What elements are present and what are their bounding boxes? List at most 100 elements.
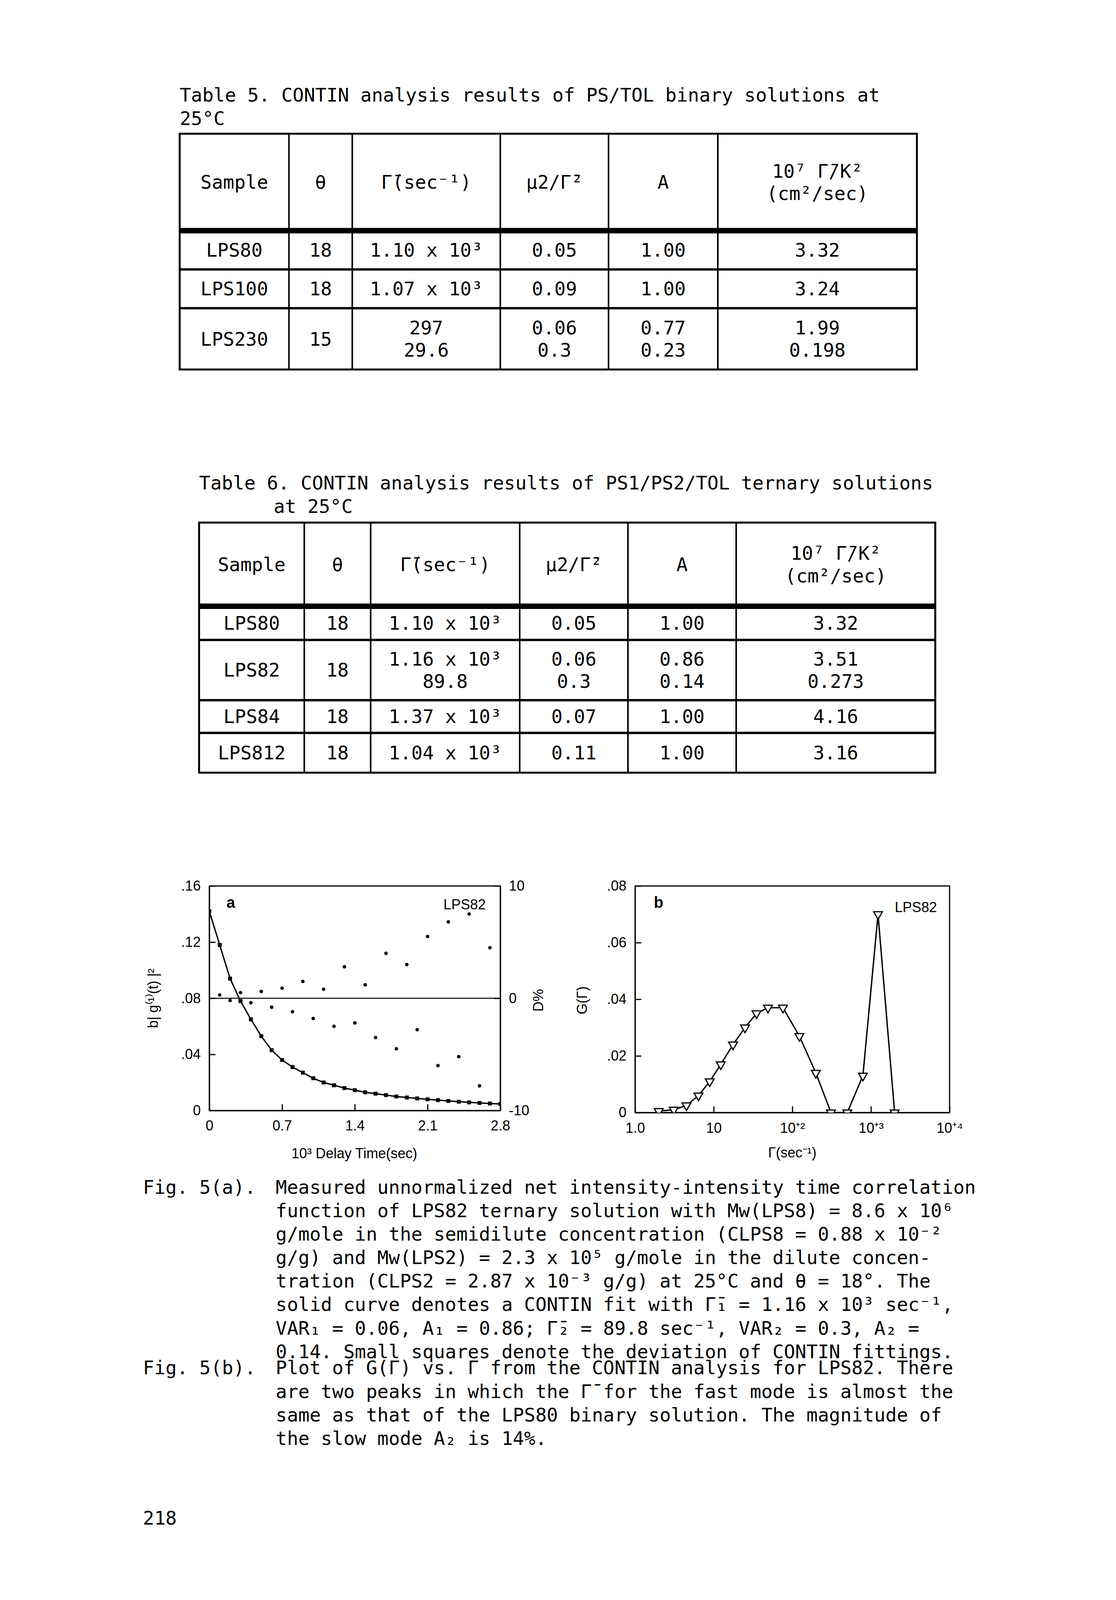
tick: 10⁺³: [858, 1106, 884, 1137]
table-cell: 1.00: [659, 612, 705, 635]
table-header-cell: Sample: [217, 553, 286, 576]
table-cell: 0.86: [659, 648, 705, 671]
panel-label: b: [653, 894, 664, 912]
caption-line: tration (CLPS2 = 2.87 x 10⁻³ g/g) at 25°…: [275, 1270, 931, 1293]
data-point: [321, 1080, 326, 1085]
data-line: [209, 911, 501, 1105]
data-point: [280, 986, 284, 991]
caption-line: Measured unnormalized net intensity-inte…: [275, 1176, 977, 1199]
tick-mark: [634, 942, 642, 944]
data-point: [248, 1017, 253, 1022]
tick-label: .08: [606, 878, 627, 895]
data-point: [498, 1102, 501, 1107]
plot-area: [654, 912, 900, 1113]
tick-mark: [209, 942, 216, 944]
data-point: [752, 1011, 762, 1020]
tick-label: 10⁺⁴: [936, 1120, 964, 1137]
data-point: [669, 1107, 679, 1113]
table-frame: [199, 522, 936, 773]
tick: 10: [493, 878, 525, 895]
caption-label: Fig. 5(b).: [143, 1357, 256, 1379]
table-cell: 0.09: [531, 277, 578, 300]
caption-line: are two peaks in which the Γ̄ for the fa…: [275, 1380, 954, 1403]
table-cell: 0.77: [640, 316, 686, 339]
tick-mark: [792, 1106, 794, 1113]
caption-label: Fig. 5(a).: [143, 1176, 256, 1199]
data-point: [300, 1071, 305, 1075]
table-cell: 18: [309, 239, 333, 262]
tick-label: 2.1: [418, 1117, 438, 1134]
table-cell: 3.16: [813, 742, 859, 764]
tick-mark: [634, 999, 642, 1001]
data-point: [436, 1064, 440, 1068]
table-rule: [287, 133, 290, 370]
table-cell: 0.05: [531, 239, 578, 262]
annotation: LPS82: [443, 896, 486, 913]
caption: Fig. 5(a). Measured unnormalized net inte…: [143, 1176, 976, 1363]
data-point: [763, 1005, 773, 1014]
tick-label: 0: [618, 1104, 627, 1121]
table-cell: 3.24: [794, 277, 841, 300]
table-cell: 15: [309, 328, 333, 351]
table-cell: 1.00: [640, 277, 686, 300]
caption-line: solid curve denotes a CONTIN fit with Γ̄…: [275, 1293, 954, 1316]
table-cell: 1.10 x 10³: [369, 239, 483, 262]
data-point: [228, 976, 233, 981]
table-cell: 0.23: [640, 339, 686, 362]
table-cell: 0.14: [659, 670, 705, 693]
tick-label: 2.8: [490, 1117, 511, 1134]
data-point: [332, 1083, 337, 1088]
table: Table 5. CONTIN analysis results of PS/T…: [179, 84, 918, 370]
table-title: 25°C: [179, 107, 226, 130]
tick-label: 1.4: [345, 1117, 365, 1134]
tick: -10: [493, 1102, 530, 1119]
caption-line: Plot of G(Γ) vs. Γ from the CONTIN analy…: [275, 1357, 954, 1379]
data-point: [842, 1110, 852, 1114]
table-cell: 1.07 x 10³: [369, 277, 483, 300]
tick: 10: [706, 1106, 722, 1137]
tick: 1.4: [345, 1104, 365, 1135]
data-point: [352, 1088, 357, 1093]
tick-label: .16: [181, 878, 201, 895]
annotation: LPS82: [894, 899, 938, 916]
table-cell: 0.3: [537, 339, 572, 362]
data-point: [311, 1076, 316, 1081]
tick-label: .06: [606, 934, 627, 951]
table-cell: 1.00: [659, 742, 705, 764]
caption-line: function of LPS82 ternary solution with …: [275, 1200, 954, 1222]
data-point: [740, 1025, 750, 1034]
tick-mark: [493, 885, 501, 888]
tick: .02: [606, 1048, 642, 1065]
tick-mark: [209, 885, 216, 888]
data-point: [384, 951, 388, 956]
data-point: [446, 1099, 451, 1104]
table-cell: 18: [326, 612, 349, 635]
tick-label: 10⁺²: [779, 1120, 805, 1137]
tick-mark: [493, 1110, 501, 1112]
data-point: [384, 1093, 389, 1098]
table-cell: 0.05: [551, 612, 597, 635]
table-header-cell: θ: [331, 553, 344, 576]
data-point: [477, 1084, 482, 1088]
table-cell: 3.32: [813, 612, 859, 635]
caption-line: VAR₁ = 0.06, A₁ = 0.86; Γ̄₂ = 89.8 sec⁻¹…: [275, 1317, 920, 1340]
tick-mark: [281, 1104, 283, 1111]
table-rule: [627, 522, 629, 773]
tick-label: 10: [508, 878, 525, 895]
data-point: [467, 1100, 472, 1105]
table-cell: 18: [326, 705, 349, 728]
tick-mark: [427, 1104, 429, 1111]
data-point: [436, 1098, 440, 1103]
table-cell: 29.6: [403, 339, 449, 362]
tick: .04: [606, 991, 642, 1008]
table-rule: [607, 133, 610, 370]
table-cell: 0.07: [551, 705, 597, 728]
table-cell: 0.273: [807, 670, 864, 693]
table-header-cell: Γ̄(sec⁻¹): [400, 553, 491, 576]
table-rule: [179, 268, 918, 271]
tick-mark: [634, 1112, 642, 1114]
data-point: [238, 999, 243, 1004]
data-point: [238, 991, 243, 995]
table-cell: LPS82: [223, 659, 281, 682]
data-point: [217, 943, 222, 948]
